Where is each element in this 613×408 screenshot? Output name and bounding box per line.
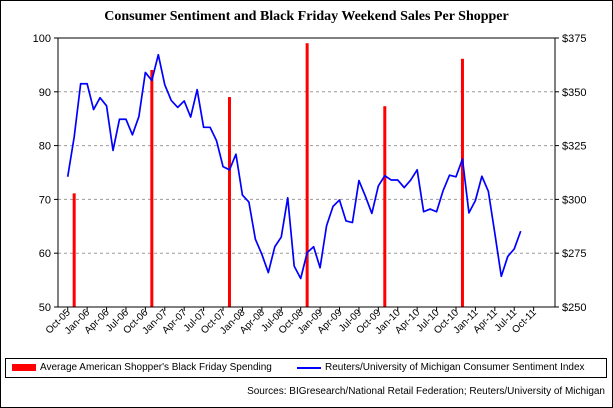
chart-title: Consumer Sentiment and Black Friday Week… bbox=[104, 9, 509, 24]
y-right-tick-label: $375 bbox=[562, 33, 586, 45]
line-series-layer bbox=[66, 53, 522, 280]
y-right-tick-label: $250 bbox=[562, 302, 586, 314]
spending-bar bbox=[305, 43, 309, 307]
legend-item-sentiment: Reuters/University of Michigan Consumer … bbox=[297, 362, 585, 373]
legend-label-spending: Average American Shopper's Black Friday … bbox=[40, 362, 272, 373]
bar-series-layer bbox=[72, 43, 464, 308]
y-left-tick-label: 90 bbox=[39, 87, 51, 99]
legend-item-spending: Average American Shopper's Black Friday … bbox=[12, 362, 272, 373]
y-right-tick-label: $300 bbox=[562, 194, 586, 206]
axis-layer: 5060708090100$250$275$300$325$350$375Oct… bbox=[33, 33, 587, 337]
spending-bar bbox=[150, 69, 154, 307]
legend: Average American Shopper's Black Friday … bbox=[5, 358, 607, 378]
y-right-tick-label: $275 bbox=[562, 248, 586, 260]
plot-area-border bbox=[57, 37, 556, 308]
legend-label-sentiment: Reuters/University of Michigan Consumer … bbox=[325, 362, 585, 373]
source-note: Sources: BIGresearch/National Retail Fed… bbox=[247, 386, 605, 397]
y-left-tick-label: 60 bbox=[39, 248, 51, 260]
y-left-tick-label: 100 bbox=[33, 33, 51, 45]
spending-bar bbox=[227, 97, 231, 307]
spending-bar bbox=[460, 58, 464, 308]
y-left-tick-label: 70 bbox=[39, 194, 51, 206]
legend-swatch-sentiment bbox=[297, 366, 321, 369]
y-right-tick-label: $325 bbox=[562, 141, 586, 153]
y-right-tick-label: $350 bbox=[562, 87, 586, 99]
spending-bar bbox=[72, 193, 76, 307]
y-left-tick-label: 80 bbox=[39, 141, 51, 153]
spending-bar bbox=[383, 106, 387, 308]
legend-swatch-spending bbox=[12, 364, 36, 371]
y-left-tick-label: 50 bbox=[39, 302, 51, 314]
sentiment-line bbox=[66, 53, 522, 280]
